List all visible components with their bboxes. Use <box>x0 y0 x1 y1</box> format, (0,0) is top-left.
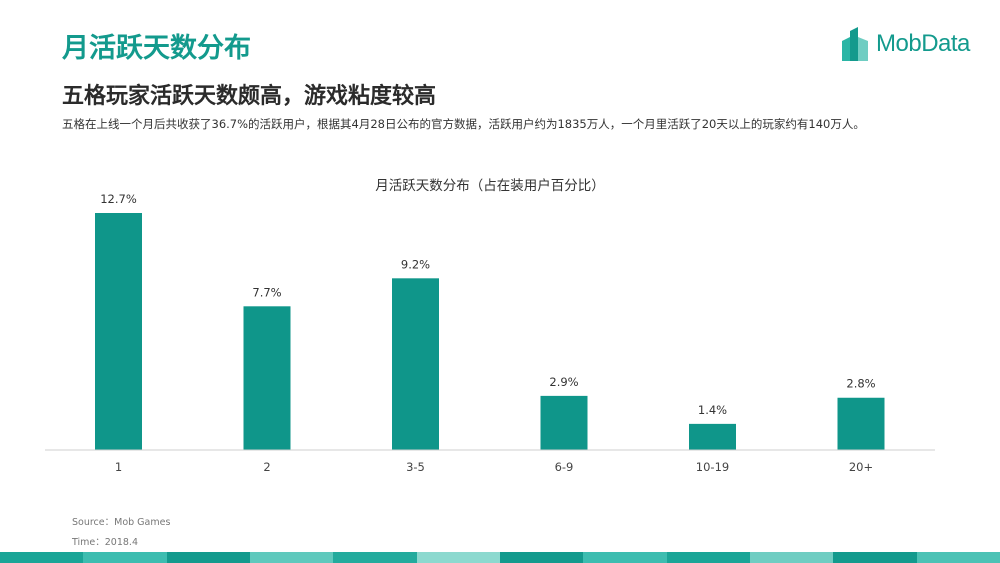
footer-stripe <box>916 552 1000 563</box>
page-subtitle: 五格玩家活跃天数颇高，游戏粘度较高 <box>62 84 437 109</box>
data-label: 7.7% <box>252 285 281 299</box>
logo-text: MobData <box>876 30 970 57</box>
x-tick-label: 3-5 <box>406 460 425 474</box>
building-logo-icon <box>842 27 868 61</box>
x-tick-label: 6-9 <box>555 460 574 474</box>
bar-2 <box>243 306 291 450</box>
x-tick-label: 1 <box>115 460 122 474</box>
footer-stripe <box>749 552 834 563</box>
bar-10-19 <box>689 423 736 450</box>
footer-stripe <box>833 552 917 563</box>
bar-20+ <box>837 397 885 450</box>
data-label: 2.8% <box>846 377 875 391</box>
footer-stripe <box>0 552 84 563</box>
page-description: 五格在上线一个月后共收获了36.7%的活跃用户，根据其4月28日公布的官方数据，… <box>62 117 865 131</box>
footer-band <box>0 552 1000 563</box>
x-tick-label: 20+ <box>849 460 873 474</box>
footer-stripe <box>83 552 167 563</box>
page-title: 月活跃天数分布 <box>62 33 251 64</box>
bar-1 <box>95 213 142 450</box>
data-label: 1.4% <box>698 403 727 417</box>
bar-6-9 <box>540 395 588 450</box>
footer-stripe <box>166 552 250 563</box>
footer-stripe <box>583 552 667 563</box>
data-label: 12.7% <box>100 192 137 206</box>
footer-stripe <box>416 552 500 563</box>
data-label: 2.9% <box>549 375 578 389</box>
footer-stripe <box>333 552 417 563</box>
mobdata-logo: MobData <box>840 26 970 62</box>
x-tick-label: 2 <box>263 460 270 474</box>
footer-stripe <box>499 552 584 563</box>
footer-stripe <box>666 552 750 563</box>
chart-title: 月活跃天数分布（占在装用户百分比） <box>375 177 605 194</box>
footer-stripe <box>249 552 334 563</box>
time-note: Time：2018.4 <box>72 537 138 548</box>
data-label: 9.2% <box>401 257 430 271</box>
bar-3-5 <box>392 278 439 450</box>
x-tick-label: 10-19 <box>696 460 729 474</box>
source-note: Source：Mob Games <box>72 517 171 528</box>
